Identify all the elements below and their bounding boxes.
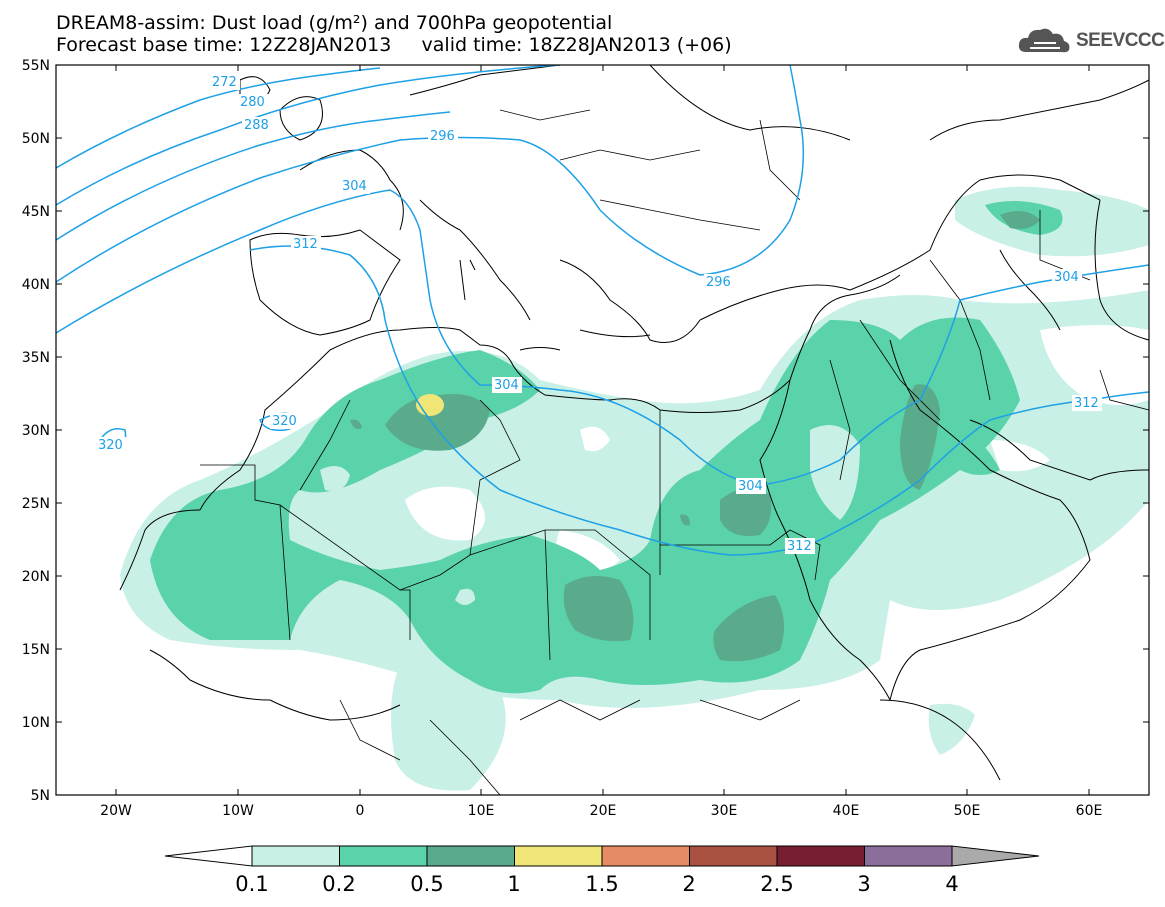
colorbar-label: 1 <box>507 872 520 896</box>
colorbar-label: 2 <box>682 872 695 896</box>
contour-label: 272 <box>212 75 237 90</box>
colorbar-over-arrow <box>951 845 1040 867</box>
lat-tick-label: 35N <box>22 350 50 366</box>
lat-tick-label: 45N <box>22 204 50 220</box>
colorbar: 0.1 0.2 0.5 1 1.5 2 2.5 3 4 <box>164 845 1040 896</box>
lat-tick-label: 25N <box>22 496 50 512</box>
seevccc-logo-text: SEEVCCC <box>1076 30 1165 51</box>
lat-tick-label: 10N <box>22 715 50 731</box>
colorbar-box <box>864 845 953 867</box>
lat-tick-label: 15N <box>22 642 50 658</box>
contour-label: 304 <box>342 179 367 194</box>
colorbar-under-arrow <box>164 845 253 867</box>
lon-tick-label: 0 <box>356 803 365 819</box>
colorbar-box <box>251 845 340 867</box>
lon-tick-label: 30E <box>711 803 738 819</box>
dust-gap-inner <box>320 425 860 605</box>
colorbar-label: 0.1 <box>235 872 268 896</box>
contour-label: 304 <box>738 479 763 494</box>
lat-axis: 55N 50N 45N 40N 35N 30N 25N 20N 15N 10N … <box>22 58 1149 804</box>
lon-axis: 20W 10W 0 10E 20E 30E 40E 50E 60E <box>100 65 1102 819</box>
lon-tick-label: 20E <box>590 803 617 819</box>
lon-tick-label: 50E <box>954 803 981 819</box>
map-title-line-2: Forecast base time: 12Z28JAN2013 valid t… <box>56 34 732 56</box>
lon-tick-label: 40E <box>833 803 860 819</box>
lat-tick-label: 40N <box>22 277 50 293</box>
colorbar-box <box>514 845 603 867</box>
colorbar-label: 2.5 <box>760 872 793 896</box>
lat-tick-label: 5N <box>31 788 50 804</box>
contour-labels: 272 280 288 296 304 312 320 320 304 304 … <box>96 74 1102 554</box>
lon-tick-label: 60E <box>1076 803 1103 819</box>
lon-tick-label: 10E <box>468 803 495 819</box>
contour-label: 296 <box>430 129 455 144</box>
lon-tick-label: 20W <box>100 803 132 819</box>
colorbar-label: 3 <box>857 872 870 896</box>
contour-label: 312 <box>787 539 812 554</box>
colorbar-box <box>776 845 865 867</box>
colorbar-label: 0.2 <box>322 872 355 896</box>
colorbar-box <box>601 845 690 867</box>
colorbar-box <box>426 845 515 867</box>
lat-tick-label: 30N <box>22 423 50 439</box>
contour-label: 304 <box>494 378 519 393</box>
contour-label: 288 <box>244 118 269 133</box>
lon-tick-label: 10W <box>222 803 254 819</box>
dust-shading <box>120 186 1149 791</box>
contour-label: 320 <box>272 414 297 429</box>
colorbar-box <box>689 845 778 867</box>
colorbar-label: 1.5 <box>585 872 618 896</box>
contour-label: 312 <box>293 237 318 252</box>
lat-tick-label: 55N <box>22 58 50 74</box>
contour-label: 320 <box>98 438 123 453</box>
contour-label: 280 <box>240 95 265 110</box>
lat-tick-label: 20N <box>22 569 50 585</box>
lat-tick-label: 50N <box>22 131 50 147</box>
colorbar-label: 4 <box>945 872 958 896</box>
map-title-line-1: DREAM8-assim: Dust load (g/m²) and 700hP… <box>56 12 613 34</box>
colorbar-label: 0.5 <box>410 872 443 896</box>
contour-label: 296 <box>706 275 731 290</box>
dust-level-0-5 <box>350 211 1040 662</box>
country-borders <box>200 109 1149 795</box>
contour-label: 312 <box>1074 396 1099 411</box>
colorbar-box <box>339 845 428 867</box>
cloud-icon <box>1018 28 1070 53</box>
contour-label: 304 <box>1054 270 1079 285</box>
